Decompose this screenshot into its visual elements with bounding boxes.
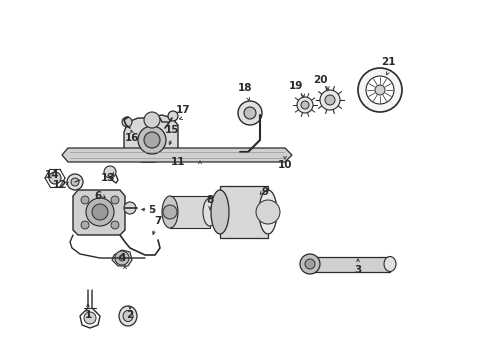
Circle shape [163,205,177,219]
Circle shape [375,85,385,95]
Circle shape [119,255,125,261]
Text: 8: 8 [206,195,214,205]
Polygon shape [124,115,178,162]
Circle shape [320,90,340,110]
Circle shape [301,101,309,109]
Circle shape [49,172,61,184]
Ellipse shape [162,196,178,228]
Polygon shape [112,250,132,266]
Ellipse shape [259,190,277,234]
Circle shape [144,112,160,128]
Polygon shape [170,196,210,228]
Circle shape [81,221,89,229]
Ellipse shape [211,190,229,234]
Circle shape [111,196,119,204]
Polygon shape [220,186,268,238]
Text: 11: 11 [171,157,185,167]
Circle shape [111,221,119,229]
Text: 20: 20 [313,75,327,85]
Circle shape [115,251,129,265]
Text: 15: 15 [165,125,179,135]
Ellipse shape [119,306,137,326]
Text: 6: 6 [95,191,101,201]
Circle shape [86,198,114,226]
Text: 13: 13 [101,173,115,183]
Text: 10: 10 [278,160,292,170]
Circle shape [297,97,313,113]
Text: 4: 4 [118,253,126,263]
Text: 18: 18 [238,83,252,93]
Polygon shape [310,257,390,272]
Circle shape [366,76,394,104]
Text: 9: 9 [262,187,269,197]
Circle shape [300,254,320,274]
Text: 16: 16 [125,133,139,143]
Ellipse shape [304,256,316,271]
Circle shape [84,312,96,324]
Circle shape [144,132,160,148]
Circle shape [358,68,402,112]
Ellipse shape [123,310,133,321]
Text: 1: 1 [84,310,92,320]
Text: 21: 21 [381,57,395,67]
Circle shape [168,111,178,121]
Circle shape [122,117,132,127]
Polygon shape [73,190,125,235]
Circle shape [124,202,136,214]
Circle shape [81,196,89,204]
Circle shape [256,200,280,224]
Circle shape [238,101,262,125]
Polygon shape [62,148,292,162]
Circle shape [67,174,83,190]
Text: 17: 17 [176,105,190,115]
Circle shape [325,95,335,105]
Text: 5: 5 [148,205,156,215]
Circle shape [104,166,116,178]
Text: 14: 14 [45,170,59,180]
Text: 7: 7 [154,216,162,226]
Circle shape [305,259,315,269]
Text: 2: 2 [126,310,134,320]
Text: 3: 3 [354,265,362,275]
Circle shape [138,126,166,154]
Text: 12: 12 [53,180,67,190]
Circle shape [92,204,108,220]
Ellipse shape [384,256,396,271]
Circle shape [71,178,79,186]
Ellipse shape [203,198,217,226]
Text: 19: 19 [289,81,303,91]
Circle shape [244,107,256,119]
